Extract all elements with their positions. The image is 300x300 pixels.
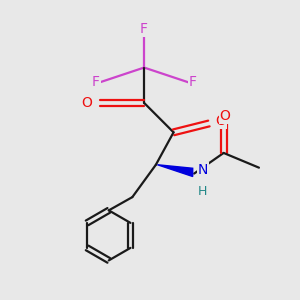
Text: F: F <box>189 75 197 89</box>
Text: H: H <box>198 185 207 198</box>
Text: F: F <box>140 22 148 36</box>
Text: O: O <box>215 114 226 128</box>
Text: O: O <box>220 109 230 123</box>
Polygon shape <box>158 165 193 176</box>
Text: F: F <box>92 75 100 89</box>
Text: O: O <box>82 96 93 110</box>
Text: N: N <box>198 163 208 177</box>
